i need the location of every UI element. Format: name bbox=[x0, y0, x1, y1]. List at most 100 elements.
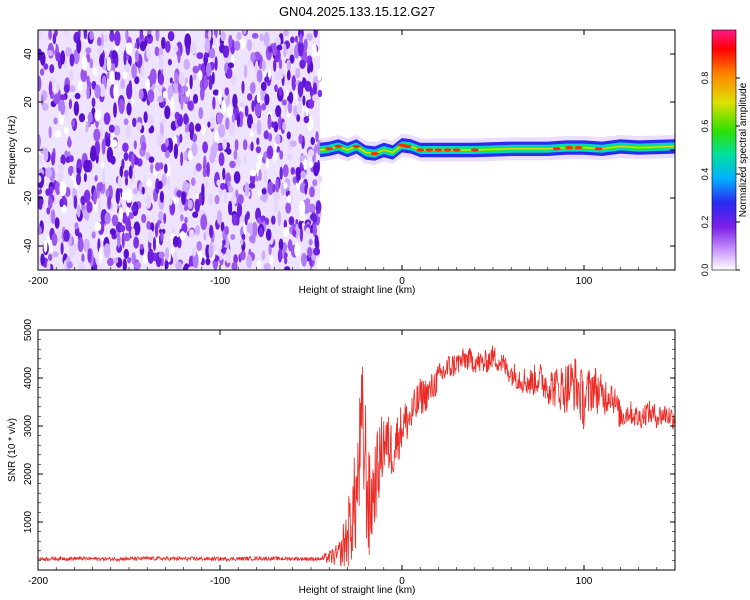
noise-blob bbox=[66, 261, 73, 269]
noise-blob bbox=[183, 151, 188, 161]
noise-blob bbox=[203, 232, 207, 241]
noise-blob bbox=[91, 231, 96, 239]
noise-blob bbox=[38, 75, 42, 92]
noise-blob bbox=[83, 238, 90, 253]
noise-blob bbox=[94, 84, 101, 99]
noise-blob bbox=[220, 182, 226, 190]
noise-blob bbox=[264, 93, 270, 106]
y-tick-label: 2000 bbox=[23, 462, 34, 485]
noise-blob bbox=[38, 195, 44, 207]
noise-blob bbox=[145, 194, 152, 209]
noise-blob bbox=[289, 54, 295, 64]
noise-blob bbox=[184, 33, 192, 49]
noise-blob bbox=[123, 118, 129, 126]
noise-blob bbox=[290, 167, 296, 175]
noise-blob bbox=[110, 139, 118, 148]
noise-blob bbox=[249, 222, 253, 237]
noise-blob bbox=[296, 114, 301, 122]
noise-blob bbox=[122, 258, 127, 270]
noise-blob bbox=[202, 141, 209, 154]
noise-blob bbox=[298, 134, 303, 144]
noise-blob bbox=[294, 90, 298, 100]
noise-blob bbox=[38, 134, 41, 150]
noise-blob bbox=[48, 126, 52, 139]
noise-blob bbox=[317, 89, 323, 98]
noise-blob bbox=[89, 58, 94, 69]
noise-blob bbox=[150, 163, 154, 174]
noise-blob bbox=[123, 152, 129, 161]
noise-blob bbox=[268, 46, 273, 53]
noise-blob bbox=[175, 261, 183, 270]
noise-blob bbox=[217, 142, 224, 152]
noise-blob bbox=[143, 111, 148, 124]
noise-blob bbox=[51, 233, 58, 247]
noise-blob bbox=[165, 247, 170, 261]
noise-blob bbox=[120, 78, 126, 90]
noise-blob bbox=[60, 154, 66, 165]
noise-blob bbox=[134, 76, 140, 85]
noise-blob bbox=[265, 157, 270, 169]
noise-blob bbox=[77, 80, 83, 92]
noise-blob bbox=[317, 175, 323, 183]
colorbar-tick-label: 0.4 bbox=[700, 168, 710, 181]
noise-blob bbox=[161, 118, 167, 126]
noise-blob bbox=[226, 105, 233, 118]
noise-blob bbox=[279, 150, 284, 160]
noise-blob bbox=[121, 158, 125, 170]
noise-blob bbox=[59, 181, 67, 197]
noise-blob bbox=[158, 228, 166, 235]
noise-blob bbox=[217, 113, 224, 120]
noise-blob bbox=[299, 213, 305, 222]
noise-blob bbox=[189, 74, 193, 90]
noise-blob bbox=[205, 258, 211, 266]
noise-blob bbox=[288, 216, 295, 226]
noise-blob bbox=[225, 117, 230, 130]
colorbar-tick-label: 0.0 bbox=[700, 264, 710, 277]
noise-blob bbox=[133, 236, 140, 249]
noise-blob bbox=[78, 113, 86, 123]
noise-blob bbox=[315, 131, 319, 143]
noise-blob bbox=[317, 257, 322, 270]
noise-blob bbox=[213, 141, 219, 153]
y-tick-label: 3000 bbox=[23, 414, 34, 437]
noise-blob bbox=[275, 178, 280, 193]
noise-blob bbox=[263, 31, 270, 47]
noise-blob bbox=[187, 199, 193, 210]
noise-blob bbox=[233, 171, 241, 184]
noise-blob bbox=[295, 223, 299, 239]
noise-blob bbox=[254, 103, 262, 117]
noise-blob bbox=[94, 175, 98, 182]
noise-blob bbox=[139, 41, 147, 52]
noise-blob bbox=[109, 31, 115, 42]
noise-blob bbox=[60, 50, 66, 65]
noise-blob bbox=[136, 122, 142, 131]
noise-blob bbox=[234, 139, 239, 151]
spectrogram-xlabel: Height of straight line (km) bbox=[299, 285, 416, 296]
noise-blob bbox=[256, 92, 261, 104]
spectrogram-ylabel: Frequency (Hz) bbox=[7, 116, 18, 185]
noise-blob bbox=[81, 253, 85, 263]
noise-blob bbox=[272, 183, 276, 193]
noise-blob bbox=[89, 147, 97, 162]
noise-blob bbox=[178, 72, 185, 85]
noise-blob bbox=[260, 81, 267, 91]
noise-blob bbox=[307, 246, 313, 258]
y-tick-label: 5000 bbox=[23, 318, 34, 341]
noise-blob bbox=[192, 211, 199, 218]
noise-blob bbox=[159, 222, 165, 230]
noise-blob bbox=[55, 51, 62, 62]
noise-blob bbox=[121, 189, 127, 201]
noise-blob bbox=[283, 182, 288, 190]
noise-blob bbox=[203, 78, 209, 89]
noise-blob bbox=[241, 233, 246, 241]
noise-blob bbox=[123, 169, 129, 179]
noise-blob bbox=[273, 59, 277, 72]
noise-blob bbox=[48, 81, 53, 96]
noise-blob bbox=[307, 149, 315, 157]
noise-blob bbox=[303, 38, 308, 51]
noise-blob bbox=[313, 30, 318, 38]
noise-blob bbox=[220, 30, 226, 42]
noise-blob bbox=[125, 30, 129, 41]
noise-blob bbox=[67, 136, 71, 149]
